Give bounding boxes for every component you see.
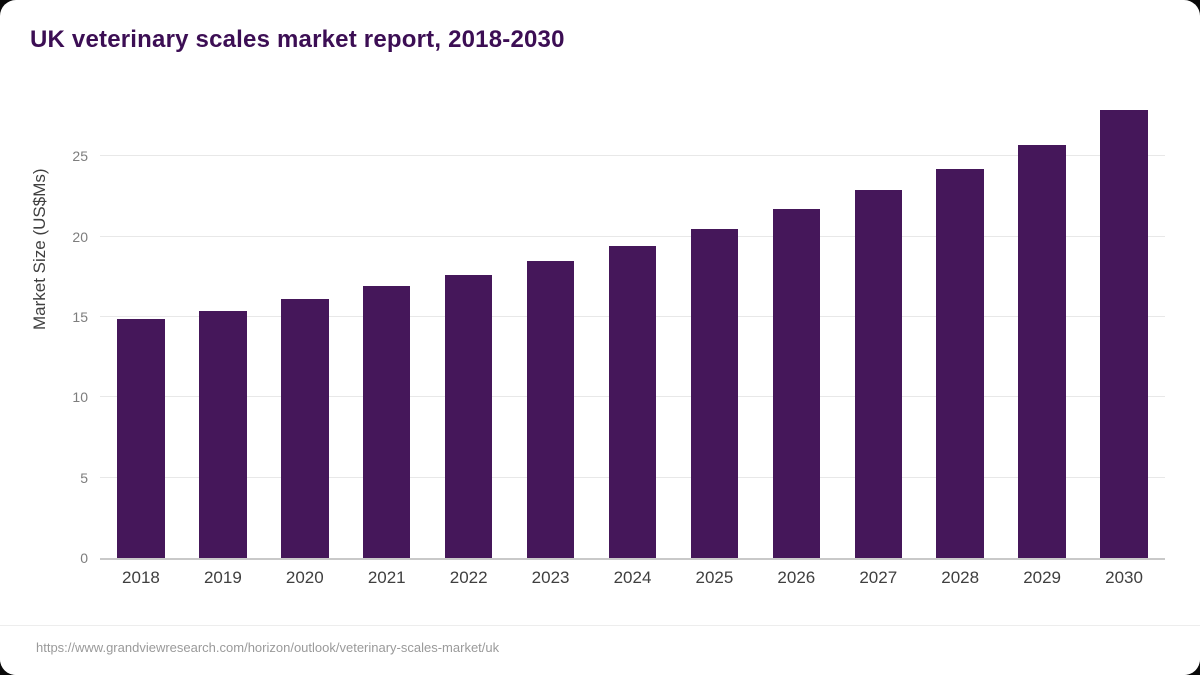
bar-slot — [1001, 108, 1083, 558]
y-tick-label: 5 — [80, 469, 88, 486]
bar-slot — [1083, 108, 1165, 558]
bar-2019 — [199, 310, 247, 558]
bar-2025 — [690, 228, 739, 558]
bar-slot — [837, 108, 919, 558]
bar-slot — [510, 108, 592, 558]
y-tick-label: 15 — [72, 308, 88, 325]
bar-2022 — [444, 275, 493, 558]
bar-slot — [100, 108, 182, 558]
x-tick-label: 2022 — [449, 568, 488, 587]
x-tick-label: 2021 — [367, 568, 406, 587]
y-tick-label: 20 — [72, 228, 88, 245]
source-url: https://www.grandviewresearch.com/horizo… — [0, 625, 1200, 675]
gridline — [100, 235, 1165, 237]
bar-2023 — [526, 260, 575, 558]
bar-2027 — [854, 189, 902, 558]
x-tick-label: 2025 — [695, 568, 734, 587]
bar-slot — [346, 108, 428, 558]
y-axis-label: Market Size (US$Ms) — [30, 168, 49, 330]
x-tick-label: 2026 — [777, 568, 816, 587]
bar-slot — [755, 108, 837, 558]
bar-2030 — [1100, 109, 1148, 558]
bar-slot — [919, 108, 1001, 558]
x-tick-label: 2028 — [941, 568, 980, 587]
y-tick-label: 25 — [72, 148, 88, 165]
y-tick-label: 10 — [72, 389, 88, 406]
bar-slot — [428, 108, 510, 558]
bar-slot — [673, 108, 755, 558]
bar-2018 — [117, 318, 165, 558]
y-tick-label: 0 — [80, 550, 88, 566]
bar-2020 — [281, 299, 329, 558]
bar-2021 — [362, 286, 411, 558]
x-tick-label: 2020 — [285, 568, 324, 587]
plot-area: 0 5 10 15 20 25 — [72, 108, 1165, 566]
x-tick-label: 2029 — [1023, 568, 1062, 587]
x-axis-labels: 2018 2019 2020 2021 2022 2023 2024 2025 2026 2027… — [100, 568, 1165, 588]
x-tick-label: 2018 — [122, 568, 160, 587]
chart-title: UK veterinary scales market report, 2018… — [30, 26, 565, 53]
bar-2029 — [1018, 144, 1066, 558]
bar-2028 — [936, 169, 984, 558]
x-tick-label: 2023 — [531, 568, 570, 587]
bar-slot — [592, 108, 674, 558]
x-tick-label: 2024 — [613, 568, 652, 587]
x-tick-label: 2027 — [859, 568, 898, 587]
bar-2024 — [608, 246, 657, 558]
x-tick-label: 2019 — [203, 568, 242, 587]
bar-slot — [264, 108, 346, 558]
x-tick-label: 2030 — [1105, 568, 1143, 587]
bar-2026 — [772, 209, 821, 558]
bar-slot — [182, 108, 264, 558]
bars-container — [100, 108, 1165, 558]
gridline — [100, 155, 1165, 157]
